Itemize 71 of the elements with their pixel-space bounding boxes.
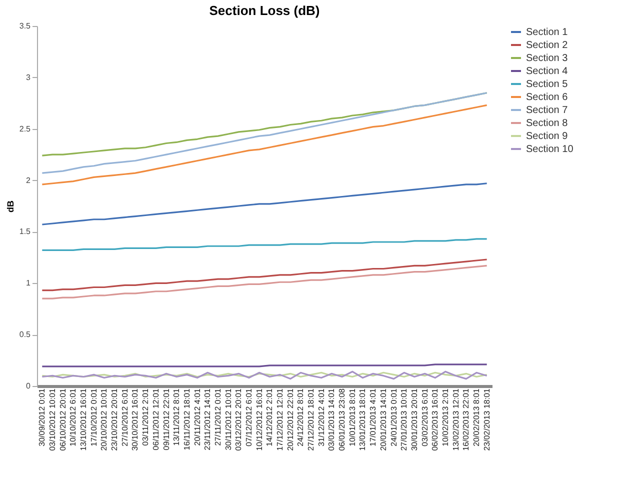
x-tick-label: 06/01/2013 23:08	[338, 388, 347, 451]
x-tick-label: 13/01/2013 18:01	[358, 388, 368, 451]
x-tick-label: 13/11/2012 8:01	[172, 388, 182, 446]
legend-label: Section 6	[526, 92, 568, 103]
y-tick-label: 2.5	[19, 124, 32, 134]
x-tick-label: 30/01/2013 20:01	[410, 388, 419, 451]
x-tick-label: 13/02/2013 12:01	[451, 388, 460, 451]
x-tick-label: 03/11/2012 2:01	[141, 388, 150, 446]
x-tick-label: 10/01/2013 8:01	[348, 388, 357, 446]
x-tick-label: 10/10/2012 6:01	[68, 388, 78, 446]
x-tick-label: 20/02/2013 8:01	[472, 388, 481, 446]
x-tick-label: 03/01/2013 14:01	[327, 388, 336, 451]
x-tick-label: 31/12/2012 4:01	[316, 388, 326, 446]
x-tick-label: 03/10/2012 10:01	[48, 388, 58, 451]
legend-label: Section 9	[526, 131, 568, 142]
x-tick-label: 23/02/2013 18:01	[482, 388, 492, 451]
x-tick-label: 27/01/2013 10:01	[400, 388, 409, 451]
x-tick-label: 27/12/2012 18:01	[306, 388, 316, 451]
legend-label: Section 7	[526, 105, 568, 116]
x-tick-label: 24/12/2012 8:01	[296, 388, 306, 446]
line-series	[41, 264, 488, 300]
legend-label: Section 8	[526, 118, 568, 129]
x-tick-label: 20/10/2012 10:01	[100, 388, 109, 451]
x-tick-label: 06/02/2013 16:01	[430, 388, 440, 451]
chart-title: Section Loss (dB)	[209, 3, 320, 18]
legend-label: Section 1	[526, 27, 568, 38]
line-series	[41, 370, 488, 380]
line-series	[41, 238, 488, 252]
line-series	[41, 258, 488, 292]
x-tick-label: 16/11/2012 18:01	[182, 388, 192, 450]
legend-label: Section 3	[526, 53, 568, 64]
x-tick-label: 23/11/2012 14:01	[203, 388, 212, 450]
legend-label: Section 4	[526, 66, 568, 77]
y-tick-label: 3.5	[19, 22, 32, 30]
line-series	[41, 104, 488, 186]
x-tick-label: 16/02/2013 22:01	[462, 388, 471, 451]
x-tick-label: 27/11/2012 0:01	[213, 388, 222, 446]
x-tick-label: 07/12/2012 6:01	[244, 388, 254, 446]
x-tick-label: 20/01/2013 14:01	[378, 388, 388, 451]
x-tick-label: 27/10/2012 6:01	[120, 388, 130, 446]
x-tick-label: 03/12/2012 20:01	[234, 388, 244, 451]
x-tick-label: 10/12/2012 16:01	[254, 388, 264, 451]
legend-label: Section 10	[526, 144, 574, 155]
line-series	[41, 92, 488, 174]
y-tick-label: 3	[26, 72, 32, 82]
y-tick-label: 0	[26, 382, 32, 390]
x-tick-label: 20/11/2012 4:01	[192, 388, 202, 446]
x-tick-label: 24/01/2013 0:01	[389, 388, 398, 446]
x-tick-label: 30/09/2012 0:01	[38, 388, 47, 446]
legend-label: Section 5	[526, 79, 568, 90]
y-tick-label: 0.5	[19, 330, 32, 340]
x-tick-label: 10/02/2013 2:01	[440, 388, 450, 446]
line-series	[41, 182, 488, 226]
y-axis-title: dB	[5, 200, 16, 212]
x-tick-label: 17/01/2013 4:01	[368, 388, 378, 446]
x-tick-label: 30/11/2012 10:01	[224, 388, 233, 450]
x-tick-label: 06/11/2012 12:01	[151, 388, 160, 450]
x-tick-label: 03/02/2013 6:01	[420, 388, 430, 446]
x-tick-label: 23/10/2012 20:01	[110, 388, 120, 451]
y-tick-label: 2	[26, 176, 32, 185]
x-tick-label: 17/10/2012 0:01	[89, 388, 98, 446]
x-tick-label: 30/10/2012 16:01	[130, 388, 140, 451]
legend-label: Section 2	[526, 40, 568, 51]
y-tick-label: 1	[26, 278, 32, 288]
x-tick-label: 09/11/2012 22:01	[162, 388, 171, 450]
y-tick-label: 1.5	[19, 227, 32, 236]
x-tick-label: 20/12/2012 22:01	[286, 388, 295, 451]
x-tick-label: 14/12/2012 2:01	[265, 388, 274, 446]
x-tick-label: 13/10/2012 16:01	[79, 388, 88, 451]
x-tick-label: 06/10/2012 20:01	[58, 388, 68, 451]
x-tick-label: 17/12/2012 12:01	[276, 388, 285, 451]
